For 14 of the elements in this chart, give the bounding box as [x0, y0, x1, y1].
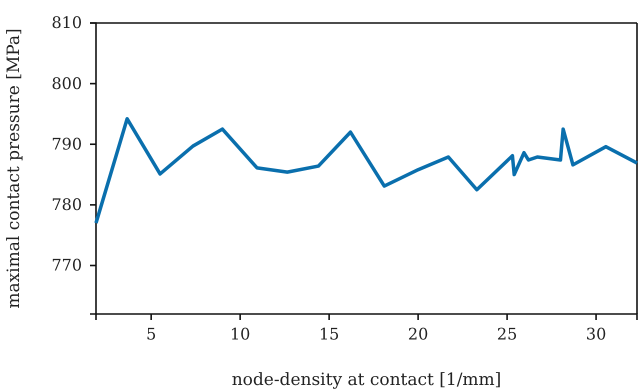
x-tick-label: 5 — [146, 324, 156, 344]
y-tick-label: 800 — [51, 74, 82, 93]
x-tick-label: 10 — [230, 324, 250, 344]
line-series — [94, 117, 639, 225]
y-tick-label: 790 — [51, 134, 82, 154]
x-tick-label: 30 — [586, 324, 606, 344]
x-tick-label: 15 — [318, 324, 340, 344]
y-axis-title: maximal contact pressure [MPa] — [4, 28, 24, 309]
y-tick-label: 810 — [51, 13, 82, 32]
x-tick-label: 20 — [408, 324, 428, 344]
x-axis-title: node-density at contact [1/mm] — [232, 370, 502, 390]
y-tick-label: 770 — [51, 256, 82, 275]
y-tick-label: 780 — [51, 194, 82, 214]
x-tick-label: 25 — [496, 324, 518, 344]
